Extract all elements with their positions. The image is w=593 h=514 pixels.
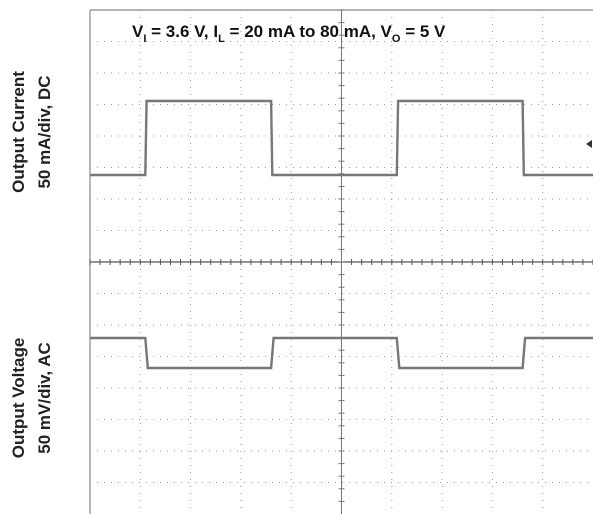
voltage-axis-label-line2: 50 mV/div, AC	[35, 342, 54, 453]
voltage-trace	[90, 336, 593, 370]
current-axis-label-line1: Output Current	[9, 71, 28, 193]
voltage-axis-label-line1: Output Voltage	[9, 338, 28, 459]
current-trace	[90, 99, 593, 177]
scope-grid	[89, 9, 593, 514]
trigger-marker-icon	[586, 140, 592, 148]
scope-traces	[90, 99, 593, 370]
chart-title: VI = 3.6 V, IL = 20 mA to 80 mA, VO = 5 …	[132, 22, 446, 45]
current-axis-label-line2: 50 mA/div, DC	[35, 75, 54, 188]
